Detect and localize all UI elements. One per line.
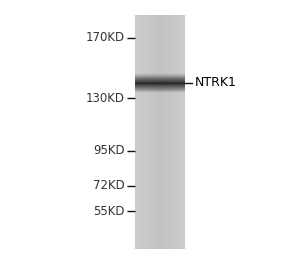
Text: 95KD: 95KD — [93, 144, 125, 157]
Text: 170KD: 170KD — [86, 31, 125, 44]
Text: 72KD: 72KD — [93, 179, 125, 192]
Text: 130KD: 130KD — [86, 92, 125, 105]
Text: 55KD: 55KD — [93, 205, 125, 218]
Text: Rat Brain: Rat Brain — [135, 0, 205, 3]
Text: NTRK1: NTRK1 — [195, 77, 237, 89]
